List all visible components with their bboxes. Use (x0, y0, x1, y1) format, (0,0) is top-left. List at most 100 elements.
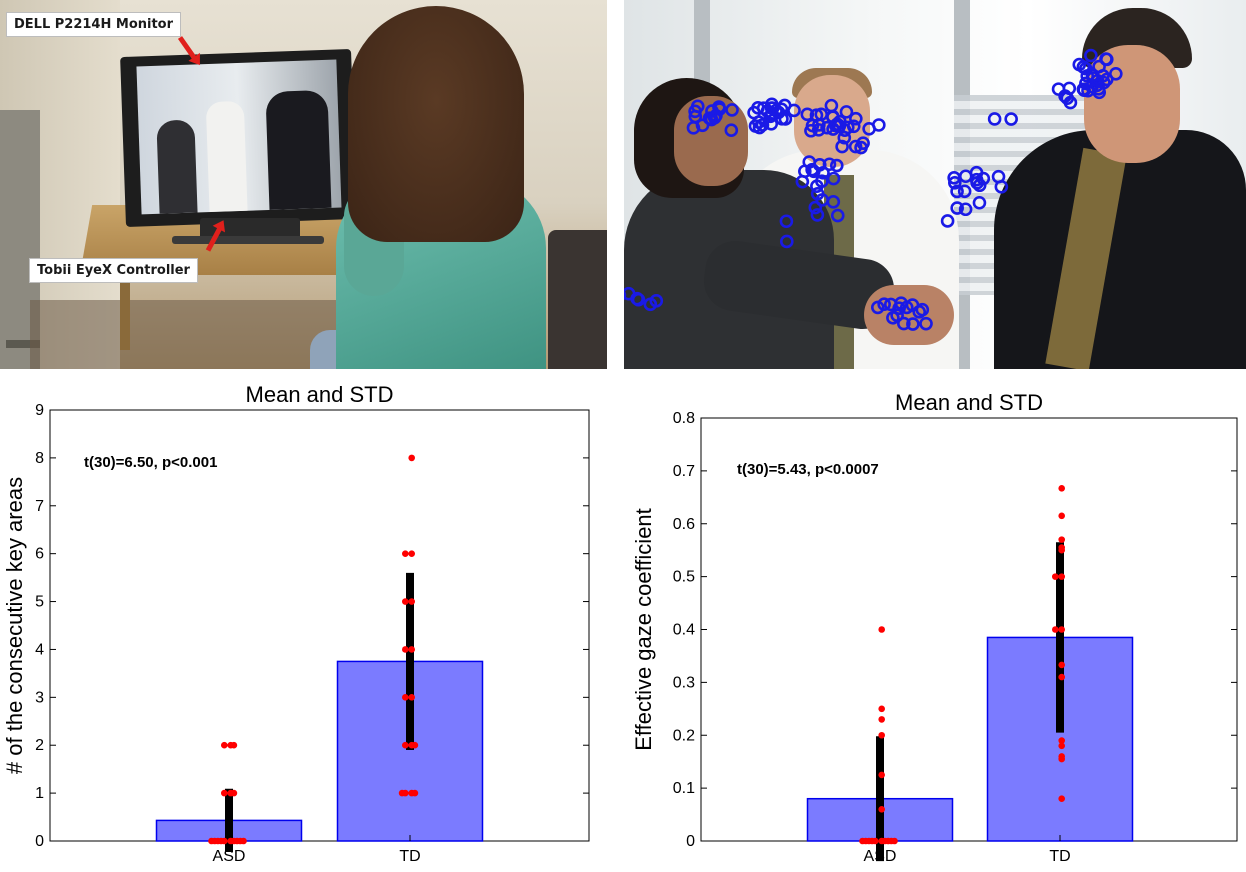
data-point (1058, 755, 1065, 763)
gaze-fixation-marker (837, 130, 852, 145)
gaze-fixation-marker (886, 311, 900, 325)
data-point (878, 731, 885, 739)
data-point (1058, 536, 1065, 543)
gaze-fixation-marker (987, 112, 1002, 126)
chair (548, 230, 607, 369)
data-point (408, 550, 416, 557)
gaze-photo (624, 0, 1246, 369)
child-head (348, 6, 524, 242)
plot-area (700, 417, 1238, 842)
data-point (891, 837, 898, 845)
gaze-fixation-marker (906, 317, 920, 331)
gaze-fixation-marker (826, 195, 841, 209)
gaze-fixation-marker (969, 165, 984, 180)
gaze-fixation-marker (848, 139, 863, 154)
data-point (878, 705, 885, 713)
y-tick-label: 0 (35, 833, 44, 850)
monitor-callout: DELL P2214H Monitor (6, 12, 182, 37)
data-point (1058, 485, 1065, 492)
data-point (859, 837, 866, 845)
gaze-fixation-marker (972, 195, 987, 210)
x-tick-label: TD (1049, 848, 1070, 865)
gaze-fixation-marker (957, 184, 972, 199)
gaze-fixation-marker (958, 202, 973, 217)
gaze-fixation-marker (779, 234, 794, 249)
data-point (402, 741, 409, 749)
gaze-fixation-marker (643, 297, 658, 312)
chart-title: Mean and STD (246, 382, 394, 407)
monitor-stand (172, 236, 324, 244)
gaze-fixation-marker (839, 105, 854, 119)
gaze-fixation-marker (1092, 85, 1107, 100)
gaze-fixation-marker (940, 214, 955, 228)
chart-svg: Mean and STD # of the consecutive key are… (2, 382, 590, 865)
gaze-fixation-marker (707, 110, 722, 125)
y-tick-label: 4 (35, 641, 44, 658)
eyetracker-callout: Tobii EyeX Controller (29, 258, 198, 283)
y-tick-label: 3 (35, 689, 44, 706)
data-point (878, 716, 885, 723)
gaze-fixation-marker (872, 118, 886, 132)
y-axis-label: # of the consecutive key areas (2, 477, 27, 774)
gaze-fixation-marker (950, 184, 964, 199)
data-point (408, 598, 416, 605)
gaze-fixation-marker (779, 214, 794, 229)
y-tick-label: 5 (35, 594, 44, 611)
y-tick-label: 0.2 (673, 727, 695, 744)
x-tick-label: ASD (864, 848, 897, 865)
gaze-fixation-marker (805, 118, 820, 133)
gaze-fixation-marker (748, 119, 763, 133)
gaze-fixation-marker (1076, 82, 1091, 97)
data-point (398, 789, 406, 797)
data-point (1058, 573, 1065, 580)
data-point (1058, 512, 1065, 520)
monitor-screen (136, 59, 342, 215)
gaze-fixation-marker (835, 139, 849, 154)
gaze-fixation-marker (826, 171, 841, 186)
gaze-fixation-marker (702, 111, 717, 125)
gaze-fixation-marker (724, 123, 739, 138)
data-point (402, 550, 409, 557)
y-tick-label: 0.5 (673, 569, 695, 586)
gaze-fixation-marker (800, 107, 815, 122)
stat-annotation: t(30)=5.43, p<0.0007 (737, 461, 879, 478)
gaze-fixation-marker (1109, 66, 1123, 81)
man-right-face (1084, 45, 1180, 163)
gaze-fixation-marker (695, 118, 710, 133)
gaze-fixation-marker (756, 101, 771, 115)
y-tick-label: 0.4 (673, 622, 695, 639)
gaze-fixation-marker (899, 300, 914, 315)
data-point (1058, 673, 1065, 681)
data-point (408, 646, 416, 653)
desk-leg (120, 260, 130, 350)
data-point (408, 694, 416, 701)
gaze-fixation-marker (854, 140, 868, 155)
gaze-fixation-marker (705, 104, 719, 118)
gaze-fixation-marker (1051, 82, 1066, 96)
gaze-fixation-marker (810, 208, 825, 222)
data-point (1058, 795, 1065, 802)
gaze-fixation-marker (1004, 112, 1018, 126)
gaze-fixation-marker (810, 179, 824, 193)
data-point (1058, 661, 1065, 669)
data-point (411, 789, 419, 797)
handshake (864, 285, 954, 345)
chart-effective-gaze: Mean and STD Effective gaze coefficient 0 0… (624, 381, 1246, 872)
y-tick-label: 7 (35, 498, 44, 515)
data-point (878, 805, 885, 813)
gaze-fixation-marker (755, 118, 770, 132)
y-tick-label: 0 (686, 833, 695, 850)
data-point (1058, 737, 1065, 744)
gaze-fixation-marker (919, 316, 933, 331)
data-point (878, 771, 885, 779)
gaze-fixation-marker (958, 169, 973, 184)
gaze-fixation-marker (808, 200, 823, 215)
gaze-fixation-marker (849, 111, 863, 126)
gaze-fixation-marker (828, 118, 843, 133)
gaze-fixation-marker (947, 171, 961, 185)
gaze-fixation-marker (1099, 52, 1114, 67)
y-tick-label: 8 (35, 450, 44, 467)
gaze-fixation-marker (630, 291, 645, 306)
gaze-fixation-marker (777, 98, 792, 113)
stat-annotation: t(30)=6.50, p<0.001 (84, 454, 217, 471)
